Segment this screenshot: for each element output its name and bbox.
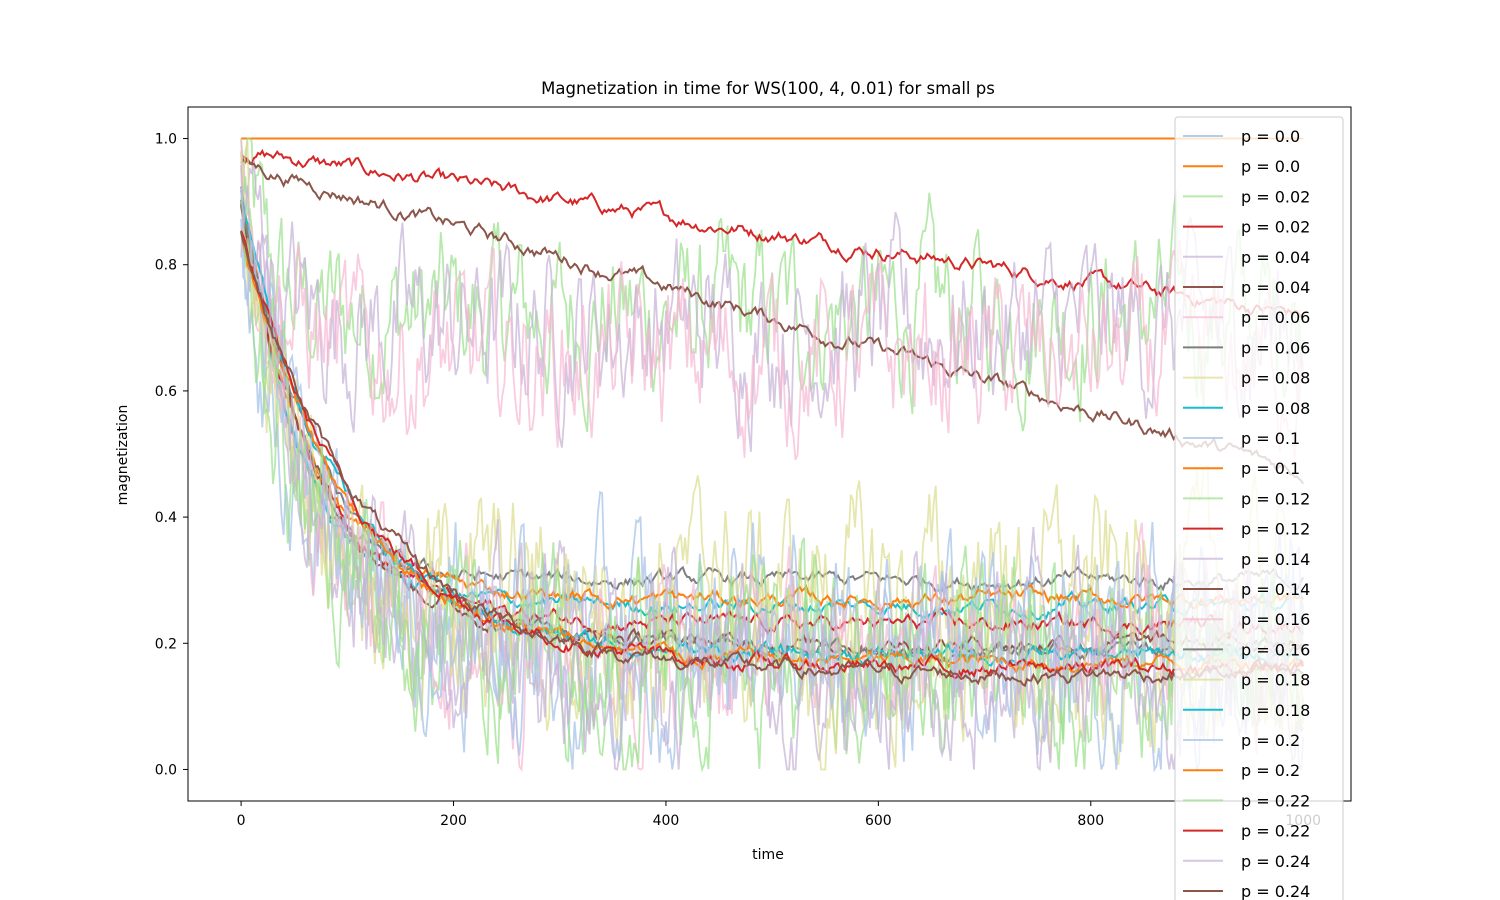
y-tick-label: 1.0 xyxy=(155,132,177,148)
legend-label: p = 0.02 xyxy=(1241,218,1310,237)
legend-label: p = 0.24 xyxy=(1241,852,1310,871)
legend-label: p = 0.18 xyxy=(1241,701,1310,720)
legend-label: p = 0.14 xyxy=(1241,550,1310,569)
y-tick-label: 0.6 xyxy=(155,384,177,400)
legend-label: p = 0.2 xyxy=(1241,761,1300,780)
x-tick-label: 600 xyxy=(865,813,892,829)
legend-label: p = 0.0 xyxy=(1241,157,1300,176)
legend-label: p = 0.12 xyxy=(1241,520,1310,539)
legend-label: p = 0.04 xyxy=(1241,278,1310,297)
legend-label: p = 0.18 xyxy=(1241,671,1310,690)
legend-label: p = 0.2 xyxy=(1241,731,1300,750)
legend-box xyxy=(1174,116,1344,900)
legend-label: p = 0.12 xyxy=(1241,489,1310,508)
series-line-15 xyxy=(240,205,1305,657)
legend-label: p = 0.1 xyxy=(1241,429,1300,448)
series-line-3 xyxy=(240,148,1304,318)
series-line-25 xyxy=(240,231,1304,688)
legend-label: p = 0.14 xyxy=(1241,580,1310,599)
x-tick-label: 0 xyxy=(237,813,246,829)
y-tick-label: 0.0 xyxy=(155,762,177,778)
x-tick-label: 400 xyxy=(653,813,680,829)
legend-label: p = 0.04 xyxy=(1241,248,1310,267)
chart-title: Magnetization in time for WS(100, 4, 0.0… xyxy=(541,79,995,98)
x-axis-label: time xyxy=(752,847,784,863)
legend-label: p = 0.08 xyxy=(1241,369,1310,388)
legend-label: p = 0.06 xyxy=(1241,338,1310,357)
legend-label: p = 0.16 xyxy=(1241,610,1310,629)
legend-label: p = 0.06 xyxy=(1241,308,1310,327)
legend-label: p = 0.1 xyxy=(1241,459,1300,478)
legend-label: p = 0.22 xyxy=(1241,791,1310,810)
x-tick-label: 800 xyxy=(1077,813,1104,829)
legend-label: p = 0.24 xyxy=(1241,882,1310,900)
y-tick-label: 0.2 xyxy=(155,636,177,652)
y-tick-label: 0.4 xyxy=(155,510,177,526)
legend-label: p = 0.22 xyxy=(1241,822,1310,841)
x-tick-label: 200 xyxy=(440,813,467,829)
legend-label: p = 0.02 xyxy=(1241,187,1310,206)
y-tick-label: 0.8 xyxy=(155,258,177,274)
series-line-5 xyxy=(240,157,1305,485)
plot-frame xyxy=(187,106,1352,802)
legend-label: p = 0.08 xyxy=(1241,399,1310,418)
legend-label: p = 0.16 xyxy=(1241,640,1310,659)
series-line-24 xyxy=(240,164,1305,772)
series-line-6 xyxy=(240,138,1305,461)
y-axis-label: magnetization xyxy=(115,405,131,506)
legend-label: p = 0.0 xyxy=(1241,127,1300,146)
